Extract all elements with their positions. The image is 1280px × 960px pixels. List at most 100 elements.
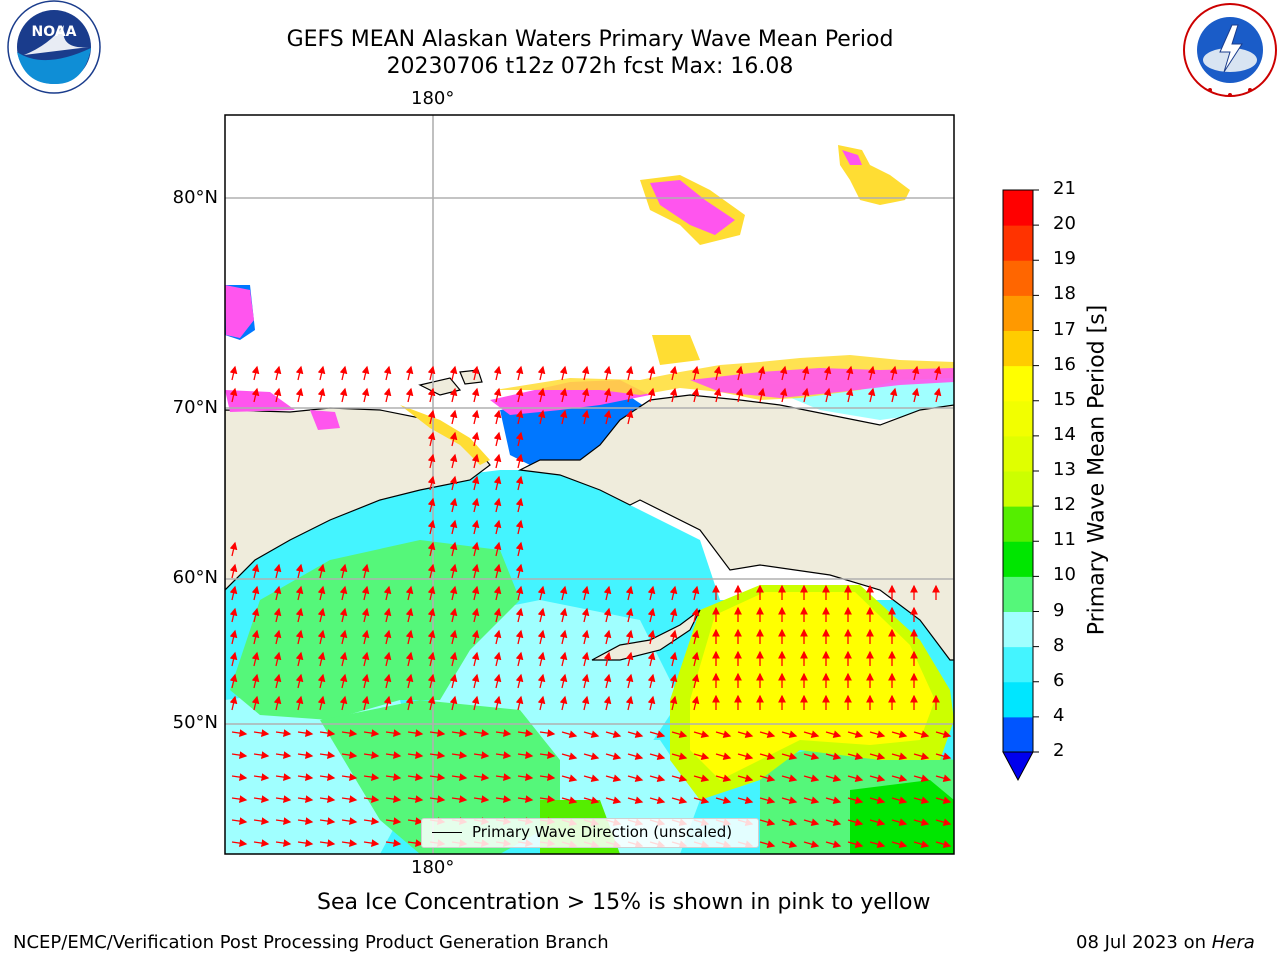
wave-arrow: [735, 365, 744, 381]
wave-arrow: [691, 651, 700, 667]
wave-arrow: [229, 629, 238, 645]
wave-arrow: [229, 365, 238, 381]
wave-arrow: [715, 774, 732, 782]
map-frame: [224, 114, 955, 855]
colorbar-tick-label: 13: [1053, 459, 1076, 480]
wave-arrow: [559, 409, 568, 425]
wave-arrow: [251, 651, 260, 667]
wave-arrow: [913, 818, 930, 826]
wave-arrow: [493, 431, 502, 447]
wave-arrow: [867, 365, 876, 381]
wave-arrow: [605, 774, 622, 782]
wave-arrow: [385, 795, 402, 803]
wave-arrow: [913, 796, 930, 804]
wave-arrow: [581, 607, 590, 623]
wave-arrow: [451, 729, 468, 737]
wave-arrow: [471, 651, 480, 667]
wave-arrow: [493, 695, 502, 711]
wave-arrow: [537, 409, 546, 425]
wave-arrow: [251, 695, 260, 711]
wave-arrow: [537, 365, 546, 381]
wave-arrow: [869, 840, 886, 848]
wave-arrow: [825, 818, 842, 826]
wave-arrow: [493, 475, 502, 491]
wave-arrow: [603, 365, 612, 381]
wave-arrow: [229, 695, 238, 711]
wave-arrow: [295, 563, 304, 579]
wave-arrow: [451, 795, 468, 803]
wave-arrow: [561, 730, 578, 738]
wave-arrow: [427, 387, 436, 403]
wave-arrow: [603, 651, 612, 667]
wave-arrow: [361, 387, 370, 403]
wave-arrow: [649, 730, 666, 738]
wave-arrow: [737, 774, 754, 782]
colorbar-tick-label: 6: [1053, 669, 1065, 691]
colorbar-segment: [1003, 365, 1033, 402]
colorbar-segment: [1003, 681, 1033, 718]
wave-arrow: [935, 730, 952, 738]
wave-arrow: [889, 365, 898, 381]
wave-arrow: [317, 607, 326, 623]
wave-arrow: [361, 651, 370, 667]
wave-arrow: [449, 453, 458, 469]
wave-arrow: [405, 651, 414, 667]
wave-arrow: [231, 773, 248, 781]
wave-arrow: [429, 729, 446, 737]
wave-arrow: [539, 751, 556, 759]
wave-arrow: [405, 607, 414, 623]
wave-arrow: [493, 497, 502, 513]
wave-arrow: [493, 541, 502, 557]
wave-arrow: [405, 695, 414, 711]
wave-arrow: [427, 651, 436, 667]
wave-arrow: [891, 796, 908, 804]
wave-arrow: [361, 629, 370, 645]
wave-arrow: [515, 585, 524, 601]
wave-arrow: [339, 607, 348, 623]
wave-arrow: [275, 751, 292, 759]
wave-arrow: [693, 774, 710, 782]
wave-arrow: [759, 796, 776, 804]
wave-arrow: [759, 818, 776, 826]
wave-arrow: [341, 751, 358, 759]
wave-arrow: [339, 651, 348, 667]
wave-arrow: [539, 795, 556, 803]
wave-arrow: [273, 607, 282, 623]
wave-arrow: [935, 818, 952, 826]
wave-arrow: [449, 651, 458, 667]
wave-arrow: [383, 387, 392, 403]
longitude-label-top: 180°: [411, 88, 455, 109]
wave-arrow: [603, 387, 612, 403]
wave-arrow: [693, 796, 710, 804]
wave-arrow: [319, 729, 336, 737]
wave-arrow: [383, 673, 392, 689]
wave-arrow: [253, 729, 270, 737]
wave-arrow: [363, 729, 380, 737]
wave-arrow: [275, 729, 292, 737]
wave-arrow: [515, 629, 524, 645]
wave-arrow: [911, 365, 920, 381]
wave-arrow: [891, 840, 908, 848]
wave-arrow: [847, 840, 864, 848]
wave-arrow: [781, 818, 798, 826]
wave-arrow: [625, 387, 634, 403]
wave-arrow: [405, 629, 414, 645]
wave-arrow: [229, 651, 238, 667]
wave-arrow: [317, 695, 326, 711]
wave-arrow: [251, 607, 260, 623]
wave-arrow: [493, 519, 502, 535]
wave-arrow: [647, 365, 656, 381]
longitude-label-bottom: 180°: [411, 857, 455, 878]
wave-arrow: [603, 695, 612, 711]
wave-arrow: [273, 563, 282, 579]
wave-arrow: [339, 629, 348, 645]
wave-arrow: [801, 387, 810, 403]
wave-arrow: [581, 365, 590, 381]
wave-arrow: [781, 752, 798, 760]
wave-arrow: [383, 585, 392, 601]
wave-arrow: [669, 651, 678, 667]
wave-arrow: [273, 387, 282, 403]
wave-arrow: [891, 818, 908, 826]
wave-arrow: [449, 585, 458, 601]
chart-title: GEFS MEAN Alaskan Waters Primary Wave Me…: [286, 27, 894, 52]
